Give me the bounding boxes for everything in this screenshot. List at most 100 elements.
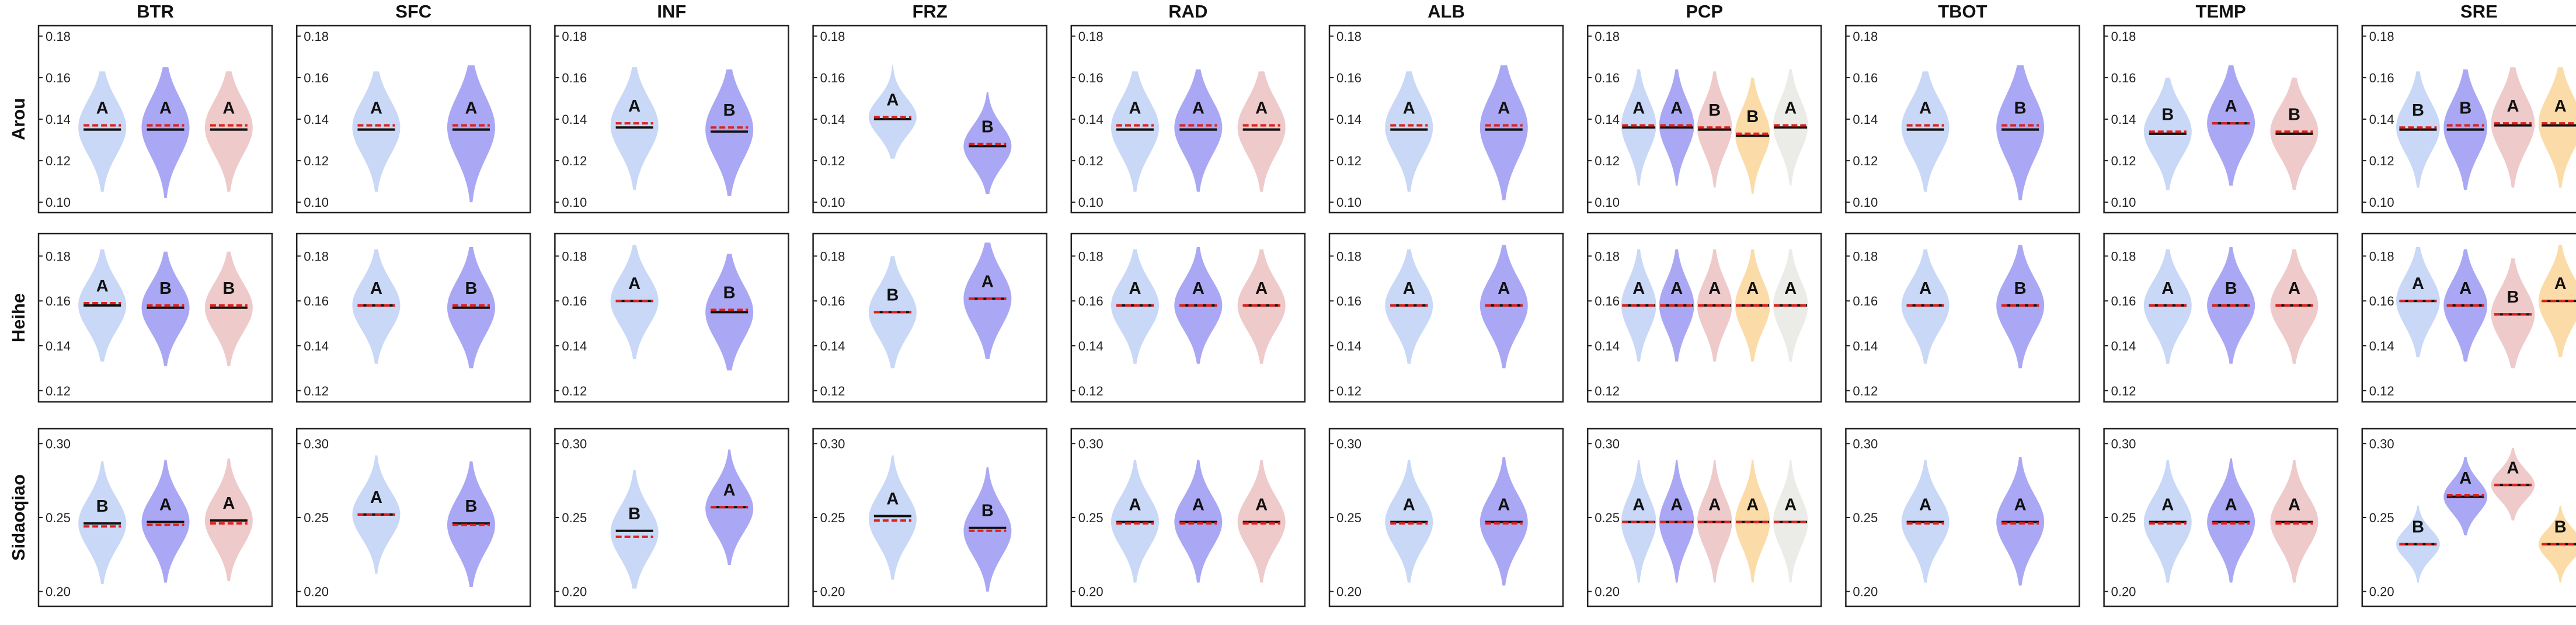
significance-letter: A bbox=[96, 99, 109, 118]
violin-blue bbox=[963, 467, 1012, 592]
panel-arou-rad: 0.10 0.12 0.14 0.16 0.18 A A A bbox=[1070, 25, 1306, 214]
y-tick-label: 0.25 bbox=[2369, 511, 2394, 525]
column-label-temp: TEMP bbox=[2196, 1, 2246, 22]
significance-letter: B bbox=[2288, 105, 2300, 124]
y-tick-label: 0.25 bbox=[304, 511, 329, 525]
significance-letter: A bbox=[1708, 279, 1721, 298]
significance-letter: A bbox=[1403, 279, 1415, 298]
significance-letter: A bbox=[1498, 99, 1510, 118]
panel-arou-pcp: 0.10 0.12 0.14 0.16 0.18 A A B B A bbox=[1586, 25, 1822, 214]
y-tick-label: 0.30 bbox=[820, 436, 845, 451]
panel-sidaoqiao-alb: 0.20 0.25 0.30 A A bbox=[1328, 428, 1564, 607]
violin-pink bbox=[2491, 67, 2535, 188]
significance-letter: A bbox=[981, 272, 994, 291]
significance-letter: A bbox=[1746, 496, 1759, 515]
y-tick-label: 0.16 bbox=[304, 71, 329, 85]
significance-letter: B bbox=[465, 279, 477, 298]
panel-sidaoqiao-sre: 0.20 0.25 0.30 B A A B bbox=[2361, 428, 2576, 607]
y-tick-label: 0.16 bbox=[562, 71, 587, 85]
y-tick-label: 0.16 bbox=[1078, 294, 1103, 308]
y-tick-label: 0.14 bbox=[304, 112, 329, 127]
violin-blue bbox=[2207, 458, 2255, 583]
panel-frame bbox=[812, 25, 1047, 214]
significance-letter: B bbox=[628, 505, 640, 523]
y-tick-label: 0.25 bbox=[46, 511, 71, 525]
y-tick-label: 0.18 bbox=[820, 29, 845, 44]
y-tick-label: 0.30 bbox=[1336, 436, 1362, 451]
significance-letter: A bbox=[1632, 279, 1645, 298]
y-tick-label: 0.14 bbox=[2111, 339, 2136, 353]
column-label-sfc: SFC bbox=[395, 1, 431, 22]
y-tick-label: 0.16 bbox=[2369, 294, 2394, 308]
y-tick-label: 0.20 bbox=[1595, 585, 1620, 599]
y-tick-label: 0.14 bbox=[1078, 339, 1103, 353]
y-tick-label: 0.16 bbox=[820, 294, 845, 308]
significance-letter: A bbox=[1192, 279, 1205, 298]
y-tick-label: 0.12 bbox=[304, 384, 329, 398]
significance-letter: A bbox=[2412, 275, 2424, 293]
y-tick-label: 0.16 bbox=[46, 71, 71, 85]
y-tick-label: 0.18 bbox=[1078, 29, 1103, 44]
y-tick-label: 0.12 bbox=[562, 154, 587, 168]
significance-letter: A bbox=[1708, 496, 1721, 515]
significance-letter: B bbox=[723, 101, 736, 120]
y-tick-label: 0.14 bbox=[1595, 339, 1620, 353]
panel-sidaoqiao-tbot: 0.20 0.25 0.30 A A bbox=[1845, 428, 2080, 607]
violin-pink bbox=[204, 71, 253, 192]
significance-letter: B bbox=[2507, 288, 2519, 307]
significance-letter: A bbox=[2225, 97, 2237, 116]
significance-letter: A bbox=[159, 496, 172, 515]
significance-letter: A bbox=[2554, 275, 2567, 293]
significance-letter: A bbox=[886, 489, 899, 508]
significance-letter: A bbox=[1746, 279, 1759, 298]
violin-light-blue bbox=[1901, 71, 1950, 192]
significance-letter: A bbox=[2459, 469, 2471, 488]
significance-letter: A bbox=[2225, 496, 2237, 515]
y-tick-label: 0.25 bbox=[2111, 511, 2136, 525]
y-tick-label: 0.16 bbox=[1078, 71, 1103, 85]
y-tick-label: 0.14 bbox=[46, 112, 71, 127]
panel-arou-inf: 0.10 0.12 0.14 0.16 0.18 A B bbox=[554, 25, 789, 214]
y-tick-label: 0.14 bbox=[304, 339, 329, 353]
y-tick-label: 0.12 bbox=[2369, 384, 2394, 398]
y-tick-label: 0.10 bbox=[304, 195, 329, 210]
panel-frame bbox=[295, 232, 531, 403]
y-tick-label: 0.14 bbox=[1595, 112, 1620, 127]
y-tick-label: 0.16 bbox=[1853, 71, 1878, 85]
significance-letter: B bbox=[2225, 279, 2237, 298]
y-tick-label: 0.12 bbox=[2111, 384, 2136, 398]
column-label-btr: BTR bbox=[137, 1, 174, 22]
y-tick-label: 0.16 bbox=[2111, 294, 2136, 308]
column-label-alb: ALB bbox=[1428, 1, 1465, 22]
significance-letter: A bbox=[370, 488, 382, 507]
significance-letter: A bbox=[1403, 496, 1415, 515]
significance-letter: A bbox=[159, 99, 172, 118]
y-tick-label: 0.30 bbox=[46, 436, 71, 451]
significance-letter: B bbox=[2459, 99, 2471, 118]
column-label-rad: RAD bbox=[1168, 1, 1207, 22]
significance-letter: A bbox=[2014, 496, 2027, 515]
y-tick-label: 0.18 bbox=[46, 29, 71, 44]
y-tick-label: 0.18 bbox=[2111, 29, 2136, 44]
violin-light-blue bbox=[868, 455, 917, 580]
y-tick-label: 0.20 bbox=[1853, 585, 1878, 599]
significance-letter: A bbox=[1919, 99, 1931, 118]
column-label-frz: FRZ bbox=[912, 1, 947, 22]
column-label-inf: INF bbox=[657, 1, 686, 22]
y-tick-label: 0.12 bbox=[46, 154, 71, 168]
significance-letter: A bbox=[2554, 97, 2567, 116]
significance-letter: A bbox=[1919, 496, 1931, 515]
column-label-sre: SRE bbox=[2460, 1, 2498, 22]
row-label-heihe: Heihe bbox=[8, 293, 29, 342]
violin-light-blue bbox=[78, 71, 127, 192]
y-tick-label: 0.14 bbox=[1078, 112, 1103, 127]
y-tick-label: 0.30 bbox=[1595, 436, 1620, 451]
y-tick-label: 0.18 bbox=[2369, 29, 2394, 44]
panel-frame bbox=[1328, 25, 1564, 214]
significance-letter: B bbox=[2161, 105, 2174, 124]
y-tick-label: 0.16 bbox=[304, 294, 329, 308]
significance-letter: A bbox=[2288, 496, 2300, 515]
violin-light-blue bbox=[352, 71, 401, 192]
y-tick-label: 0.12 bbox=[1853, 384, 1878, 398]
significance-letter: A bbox=[1784, 279, 1797, 298]
